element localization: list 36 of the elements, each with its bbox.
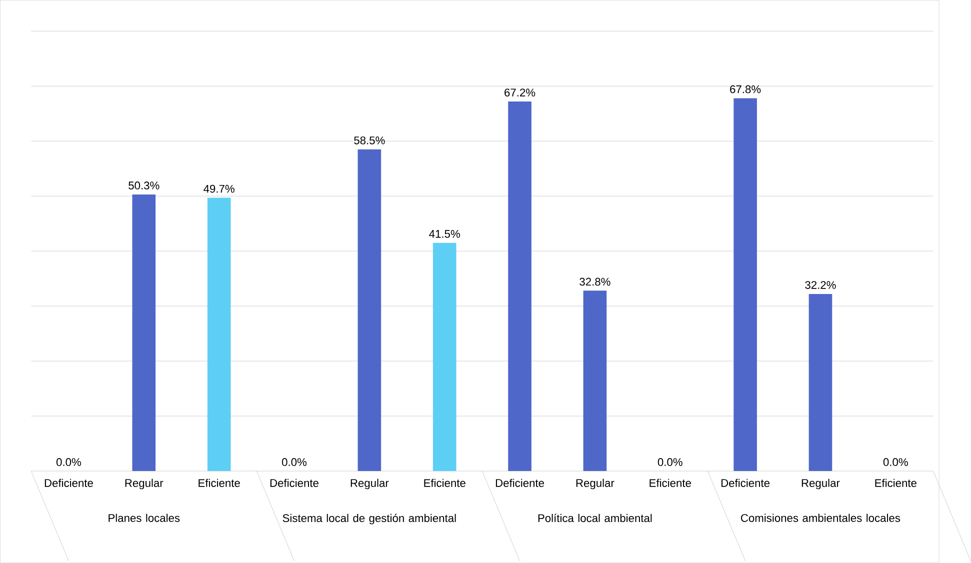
bar [132,194,156,471]
x-tick-label: Eficiente [650,478,691,487]
x-tick-label: Eficiente [198,478,240,487]
x-tick-label: Eficiente [875,478,916,487]
x-tick-label: Regular [576,478,614,490]
text: Comisiones ambientales locales [740,514,900,522]
data-label: 0.0% [883,458,908,466]
x-tick-label: Eficiente [424,478,466,487]
data-label: 32.8% [580,278,610,286]
data-label: 32.2% [805,281,836,289]
data-label: 58.5% [354,136,385,144]
x-tick-label: Deficiente [44,478,93,487]
data-label: 67.8% [730,85,761,94]
text: Planes locales [108,514,180,522]
data-label: 0.0% [658,458,682,466]
data-label: 67.2% [504,88,536,96]
data-label: 50.3% [128,181,160,190]
text: Política local ambiental [538,514,652,522]
data-label: 0.0% [282,458,307,466]
x-tick-label: Regular [802,478,840,490]
data-label: 49.7% [204,184,234,193]
bar [207,198,231,471]
bar [358,149,382,471]
x-tick-label: Regular [350,478,389,490]
data-label: 41.5% [429,230,460,238]
bar [583,290,607,471]
x-tick-label: Regular [125,478,164,490]
x-tick-label: Deficiente [721,478,770,487]
bar [808,294,832,471]
bar [508,101,532,471]
bar [734,98,757,471]
data-label: 0.0% [56,458,81,466]
x-tick-label: Deficiente [496,478,544,487]
text: Sistema local de gestión ambiental [282,514,456,524]
x-tick-label: Deficiente [270,478,318,487]
bar [432,242,456,471]
